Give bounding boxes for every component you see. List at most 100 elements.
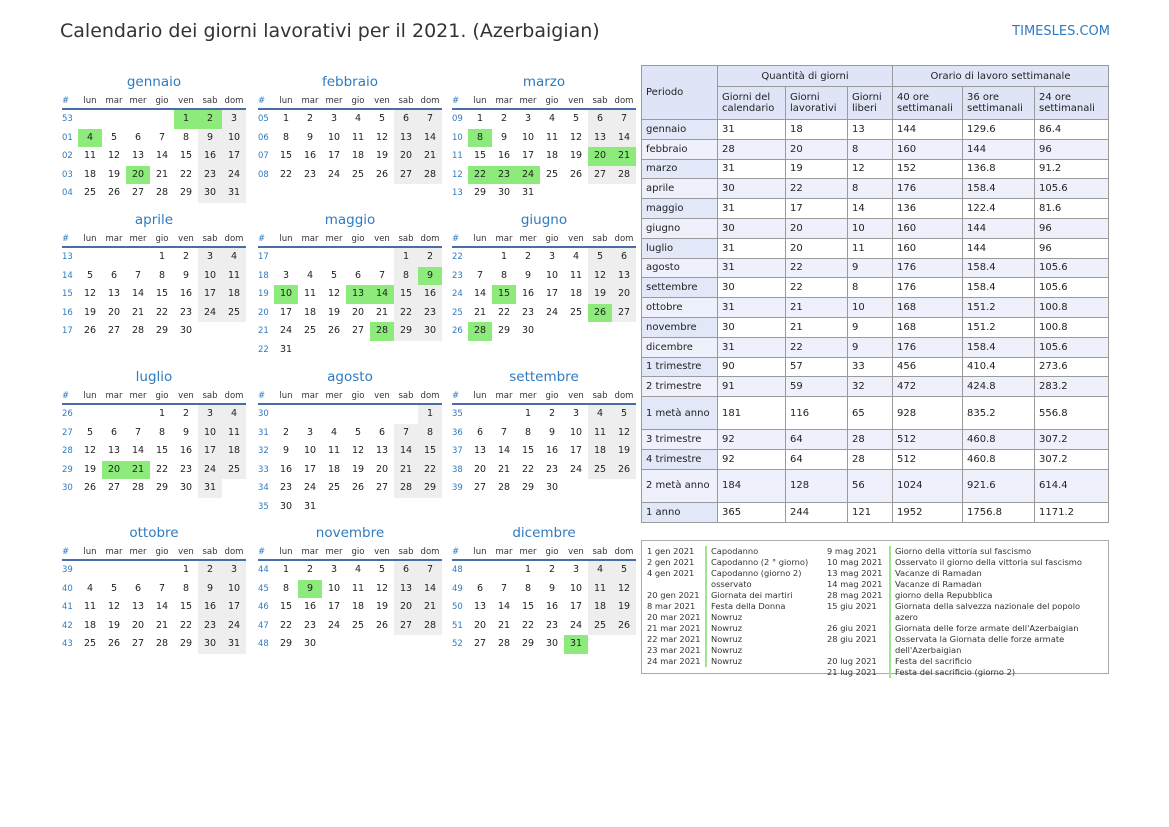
- holiday-date: 22 mar 2021: [647, 634, 701, 644]
- day-cell: 10: [274, 285, 298, 304]
- empty-day: [126, 561, 150, 580]
- empty-day: [370, 635, 394, 654]
- summary-row: novembre 30 21 9 168 151.2 100.8: [641, 316, 1109, 338]
- week-row: 26 28 29 30: [452, 322, 636, 341]
- day-cell: 5: [86, 269, 94, 281]
- day-cell: 7: [158, 582, 166, 594]
- brand-link[interactable]: TIMESLES.COM: [1012, 24, 1110, 39]
- day-cell: 12: [107, 601, 121, 612]
- day-cell: 19: [569, 150, 583, 161]
- week-number: 09: [452, 114, 463, 124]
- empty-day: [322, 498, 346, 517]
- week-number: 02: [62, 151, 73, 161]
- period-label: 1 trimestre: [641, 356, 718, 378]
- day-cell: 10: [303, 445, 317, 456]
- week-row: 34 23 24 25 26 27 28 29: [258, 479, 442, 498]
- day-cell: 9: [500, 131, 508, 143]
- month-name: marzo: [522, 74, 566, 90]
- header-40h: 40 ore settimanali: [892, 86, 963, 120]
- holiday-item: 20 mar 2021 Nowruz: [647, 612, 815, 623]
- day-cell: 23: [521, 306, 535, 318]
- summary-value: 13: [847, 119, 893, 140]
- day-cell: 14: [370, 285, 394, 304]
- weekday-label: dom: [614, 391, 634, 401]
- weekday-header: # lun mar mer gio ven sab dom: [258, 230, 442, 248]
- weekday-label: mer: [325, 96, 343, 106]
- day-cell: 19: [107, 168, 121, 180]
- day-cell: 8: [158, 269, 166, 281]
- empty-day: [418, 341, 442, 360]
- period-label: 1 anno: [641, 501, 718, 523]
- day-cell: 20: [612, 285, 636, 304]
- empty-day: [492, 561, 516, 580]
- empty-day: [612, 479, 636, 498]
- day-cell: 19: [612, 598, 636, 617]
- week-number: 25: [452, 307, 463, 318]
- weekday-label: sab: [592, 391, 608, 401]
- holiday-item: 21 mar 2021 Nowruz: [647, 623, 815, 634]
- day-cell: 7: [394, 423, 418, 442]
- empty-day: [564, 184, 588, 203]
- day-cell: 12: [612, 423, 636, 442]
- weekday-header: # lun mar mer gio ven sab dom: [258, 543, 442, 561]
- summary-value: 92: [717, 448, 786, 470]
- month-name: maggio: [324, 212, 376, 228]
- day-cell: 14: [394, 442, 418, 461]
- day-cell: 7: [418, 110, 442, 129]
- holiday-name: giorno della Repubblica: [889, 590, 1099, 601]
- summary-value: 121: [847, 501, 893, 523]
- day-cell: 9: [182, 426, 190, 438]
- week-row: 06 8 9 10 11 12 13 14: [258, 128, 442, 147]
- week-row: 02 11 12 13 14 15 16 17: [62, 147, 246, 166]
- empty-day: [492, 405, 516, 424]
- holiday-name: Festa del sacrificio: [889, 656, 1099, 667]
- period-label: marzo: [641, 158, 718, 180]
- day-cell: 13: [394, 579, 418, 598]
- summary-value: 176: [892, 257, 963, 279]
- day-cell: 10: [222, 128, 246, 147]
- day-cell: 15: [521, 601, 535, 612]
- day-cell: 15: [492, 285, 516, 304]
- day-cell: 26: [375, 619, 389, 631]
- day-cell: 28: [370, 322, 394, 341]
- day-cell: 11: [351, 131, 365, 143]
- week-row: 01 4 5 6 7 8 9 10: [62, 128, 246, 147]
- summary-value: 21: [785, 316, 848, 338]
- period-label: ottobre: [641, 297, 718, 318]
- day-cell: 17: [569, 601, 583, 612]
- week-number: 24: [452, 289, 463, 299]
- day-cell: 10: [545, 269, 559, 281]
- holiday-item: 26 giu 2021 Giornata delle forze armate d…: [827, 623, 1099, 634]
- day-cell: 4: [306, 269, 314, 281]
- week-row: 50 13 14 15 16 17 18 19: [452, 598, 636, 617]
- empty-day: [150, 110, 174, 129]
- day-cell: 20: [131, 619, 145, 631]
- day-cell: 20: [107, 306, 121, 318]
- day-cell: 14: [497, 445, 511, 456]
- holiday-name: Festa della Donna: [705, 601, 815, 612]
- weekday-label: sab: [398, 96, 414, 106]
- header-working-days: Giorni lavorativi: [785, 86, 848, 120]
- holiday-item: 28 giu 2021 Osservata la Giornata delle f…: [827, 634, 1099, 656]
- empty-day: [102, 110, 126, 129]
- week-number: 26: [452, 326, 463, 336]
- empty-day: [370, 498, 394, 517]
- day-cell: 27: [612, 303, 636, 322]
- week-number: 12: [452, 169, 463, 180]
- day-cell: 21: [418, 147, 442, 166]
- week-number: 22: [452, 252, 463, 262]
- summary-value: 31: [717, 336, 786, 358]
- day-cell: 29: [521, 638, 535, 649]
- period-label: luglio: [641, 237, 718, 259]
- day-cell: 23: [279, 482, 293, 493]
- day-cell: 14: [497, 601, 511, 612]
- summary-row: maggio 31 17 14 136 122.4 81.6: [641, 198, 1109, 219]
- week-row: 31 2 3 4 5 6 7 8: [258, 423, 442, 442]
- weekday-header: # lun mar mer gio ven sab dom: [452, 387, 636, 405]
- week-number: 33: [258, 464, 269, 475]
- day-cell: 6: [394, 110, 418, 129]
- day-cell: 27: [394, 165, 418, 184]
- day-cell: 26: [375, 168, 389, 180]
- weekday-label: sab: [202, 391, 218, 401]
- day-cell: 9: [298, 579, 322, 598]
